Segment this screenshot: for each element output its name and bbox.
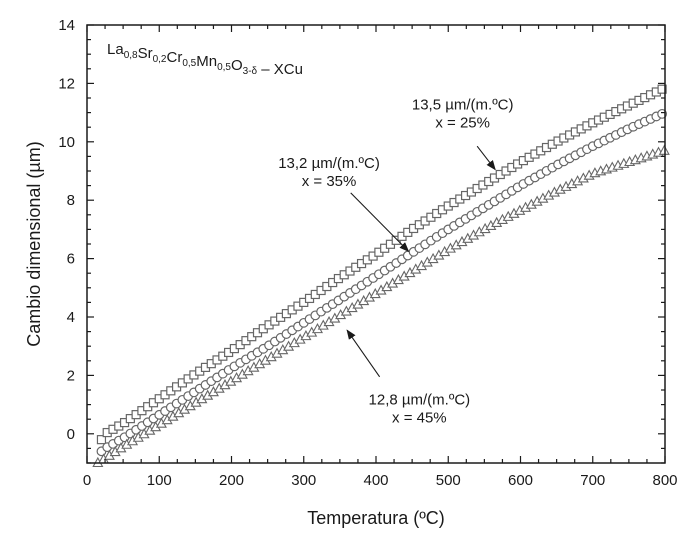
y-tick-label: 14 <box>58 17 75 34</box>
series-circle-markers <box>96 108 668 457</box>
x-axis-title: Temperatura (ºC) <box>307 508 445 528</box>
y-tick-label: 2 <box>67 367 75 384</box>
x-tick-label: 400 <box>363 472 388 489</box>
y-tick-label: 0 <box>67 426 75 443</box>
annotation-composition-text: x = 25% <box>435 115 490 132</box>
material-formula-label: La0,8Sr0,2Cr0,5Mn0,5O3-δ – XCu <box>107 41 303 78</box>
formula-element: La <box>107 41 124 58</box>
formula-element: O <box>231 57 243 74</box>
x-tick-label: 300 <box>291 472 316 489</box>
formula-element: Sr <box>138 45 153 62</box>
formula-suffix: – XCu <box>257 61 303 78</box>
axes-layer: 0 100 200 300 400 500 600 700 800 0 2 4 6 8 10 12 14 <box>58 17 677 489</box>
formula-subscript: 0,2 <box>153 54 167 65</box>
annotation-composition-text: x = 45% <box>392 410 447 427</box>
annotation-slope-text: 13,5 µm/(m.ºC) <box>412 97 514 114</box>
formula-subscript: 0,8 <box>124 50 138 61</box>
x-tick-label: 600 <box>508 472 533 489</box>
data-points-layer <box>92 84 670 468</box>
x-tick-label: 700 <box>580 472 605 489</box>
annotation-arrow <box>346 329 381 378</box>
annotation-slope-text: 13,2 µm/(m.ºC) <box>278 155 380 172</box>
series-square-markers <box>96 84 667 445</box>
formula-subscript: 0,5 <box>217 62 231 73</box>
y-axis-title: Cambio dimensional (µm) <box>24 141 44 346</box>
series-triangle-markers <box>92 144 670 468</box>
square-marker <box>96 435 107 445</box>
x-tick-label: 200 <box>219 472 244 489</box>
x-tick-label: 0 <box>83 472 91 489</box>
x-tick-label: 100 <box>147 472 172 489</box>
formula-subscript: 0,5 <box>182 58 196 69</box>
slope-annotation: 13,2 µm/(m.ºC)x = 35% <box>278 155 410 253</box>
formula-element: Mn <box>196 53 217 70</box>
y-tick-label: 12 <box>58 75 75 92</box>
y-tick-label: 10 <box>58 134 75 151</box>
formula-subscript: 3-δ <box>243 66 258 77</box>
y-tick-label: 8 <box>67 192 75 209</box>
annotation-composition-text: x = 35% <box>302 173 357 190</box>
x-tick-label: 500 <box>436 472 461 489</box>
square-marker <box>657 84 667 94</box>
annotation-arrow <box>350 192 410 253</box>
annotations-layer: 13,5 µm/(m.ºC)x = 25%13,2 µm/(m.ºC)x = 3… <box>278 97 513 427</box>
slope-annotation: 12,8 µm/(m.ºC)x = 45% <box>346 329 471 427</box>
formula-element: Cr <box>167 49 183 66</box>
slope-annotation: 13,5 µm/(m.ºC)x = 25% <box>412 97 514 171</box>
y-tick-label: 4 <box>67 309 75 326</box>
annotation-slope-text: 12,8 µm/(m.ºC) <box>369 392 471 409</box>
annotation-arrow <box>476 145 496 171</box>
y-tick-label: 6 <box>67 251 75 268</box>
x-tick-label: 800 <box>652 472 677 489</box>
